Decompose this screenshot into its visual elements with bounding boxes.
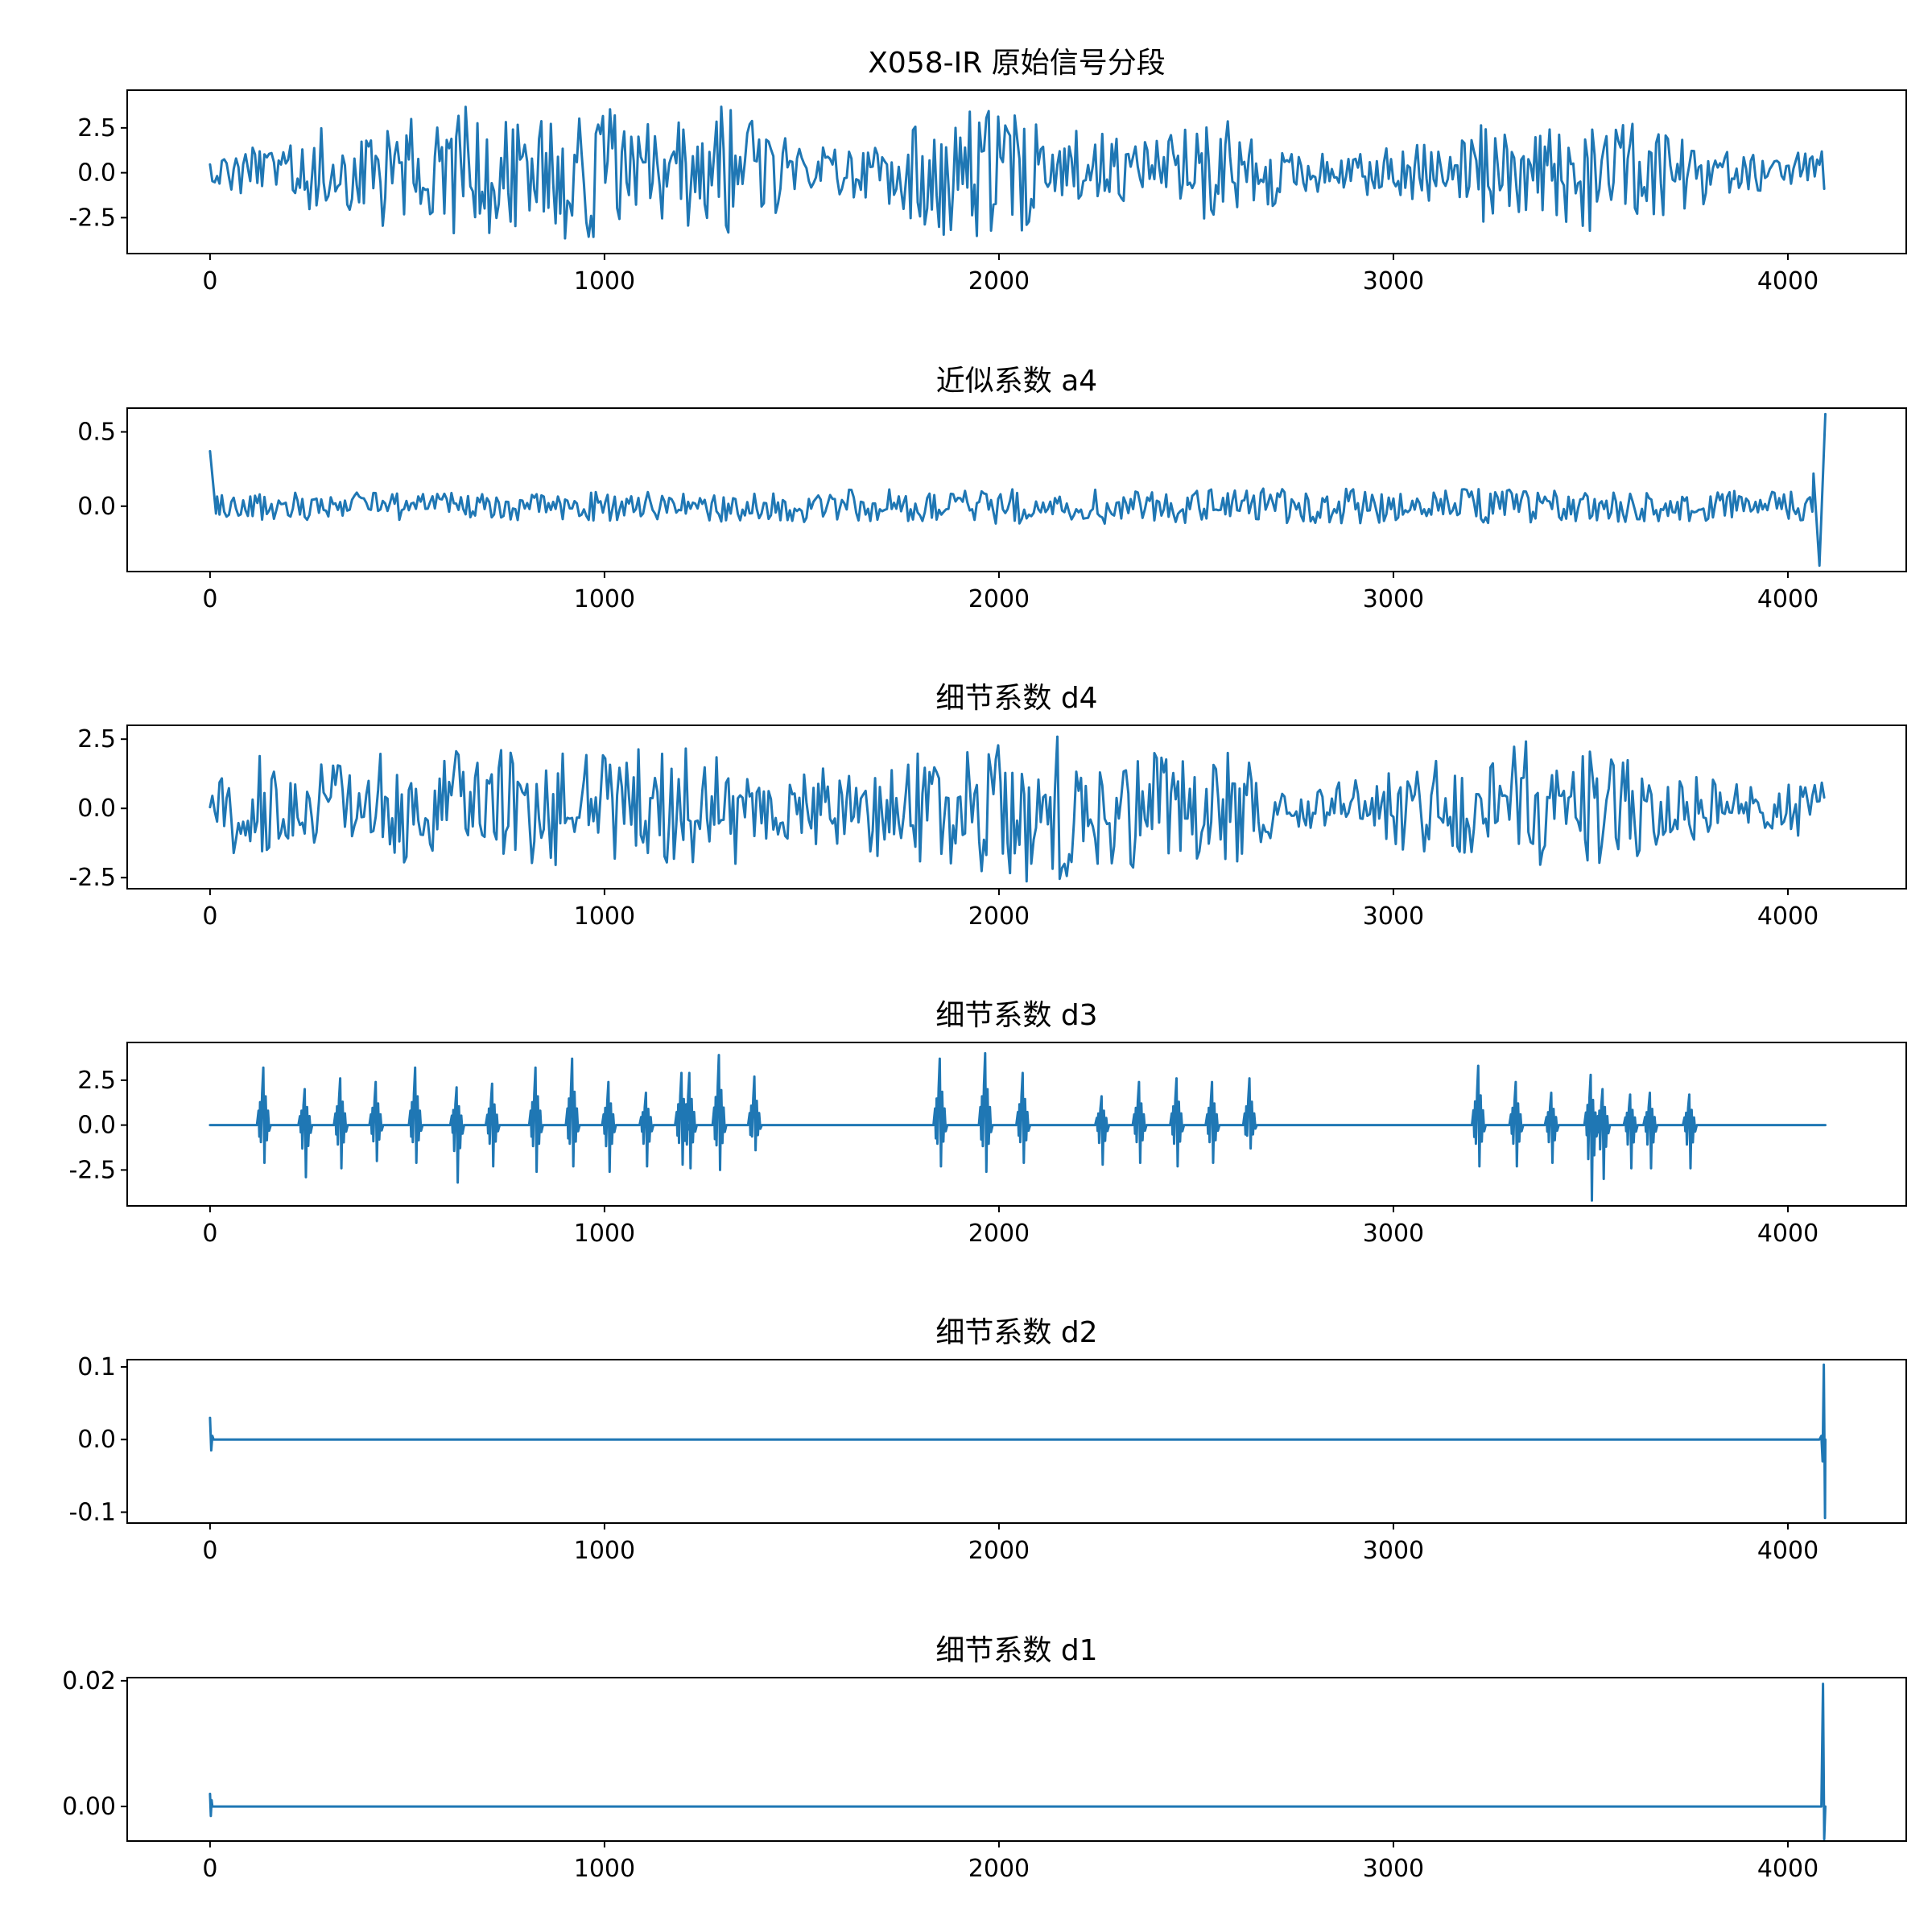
y-tick-label: 0.0 (77, 159, 116, 188)
subplot-title: X058-IR 原始信号分段 (868, 47, 1165, 80)
x-tick-label: 3000 (1363, 1537, 1424, 1565)
x-tick-label: 1000 (574, 1855, 635, 1883)
x-tick-label: 1000 (574, 267, 635, 295)
x-tick-label: 4000 (1757, 1220, 1818, 1248)
axes-frame (126, 407, 1907, 572)
subplot-1: X058-IR 原始信号分段 0 1000 2000 3000 4000 2.5 0.0 -2.… (68, 47, 1907, 295)
y-tick-label: -0.1 (68, 1498, 116, 1526)
series-line (208, 1051, 1827, 1202)
x-tick-label: 3000 (1363, 1855, 1424, 1883)
axes-frame (126, 1042, 1907, 1207)
subplot-title: 细节系数 d2 (935, 1316, 1097, 1349)
subplot-title: 近似系数 a4 (936, 365, 1097, 398)
subplot-4: 细节系数 d3 0 1000 2000 3000 4000 2.5 0.0 -2.5 (68, 999, 1907, 1248)
axes-frame (126, 724, 1907, 890)
x-tick-label: 1000 (574, 1220, 635, 1248)
subplot-5: 细节系数 d2 0 1000 2000 3000 4000 0.1 0.0 -0.1 (68, 1316, 1907, 1565)
x-tick-label: 3000 (1363, 1220, 1424, 1248)
subplot-title: 细节系数 d3 (935, 999, 1097, 1032)
axes-frame (126, 89, 1907, 254)
x-tick-label: 4000 (1757, 1537, 1818, 1565)
x-tick-label: 2000 (968, 585, 1030, 613)
x-tick-label: 1000 (574, 585, 635, 613)
y-tick-label: 0.02 (62, 1667, 116, 1695)
y-tick-label: 2.5 (77, 114, 116, 142)
x-tick-label: 3000 (1363, 585, 1424, 613)
y-tick-label: -2.5 (68, 204, 116, 232)
y-tick-label: -2.5 (68, 1156, 116, 1184)
x-tick-label: 2000 (968, 267, 1030, 295)
y-tick-label: -2.5 (68, 864, 116, 892)
y-tick-label: 0.0 (77, 795, 116, 823)
series-line (208, 1363, 1827, 1520)
y-tick-label: 0.00 (62, 1793, 116, 1821)
x-tick-label: 1000 (574, 1537, 635, 1565)
y-tick-label: 0.0 (77, 493, 116, 521)
axes-frame (126, 1677, 1907, 1842)
y-tick-label: 0.1 (77, 1353, 116, 1381)
series-line (208, 735, 1826, 883)
series-line (208, 1682, 1827, 1841)
subplot-6: 细节系数 d1 0 1000 2000 3000 4000 0.02 0.00 (62, 1634, 1907, 1883)
x-tick-label: 4000 (1757, 267, 1818, 295)
x-tick-label: 3000 (1363, 902, 1424, 931)
subplot-title: 细节系数 d4 (935, 682, 1097, 715)
subplot-title: 细节系数 d1 (935, 1634, 1097, 1667)
y-tick-label: 2.5 (77, 1067, 116, 1095)
subplot-2: 近似系数 a4 0 1000 2000 3000 4000 0.5 0.0 (77, 365, 1907, 613)
x-tick-label: 0 (202, 585, 217, 613)
series-line (208, 105, 1826, 240)
x-tick-label: 2000 (968, 1537, 1030, 1565)
y-tick-label: 0.0 (77, 1426, 116, 1454)
x-tick-label: 4000 (1757, 585, 1818, 613)
x-tick-label: 0 (202, 902, 217, 931)
x-tick-label: 0 (202, 1537, 217, 1565)
x-tick-label: 2000 (968, 1220, 1030, 1248)
x-tick-label: 1000 (574, 902, 635, 931)
axes-frame (126, 1359, 1907, 1524)
x-tick-label: 0 (202, 267, 217, 295)
x-tick-label: 2000 (968, 902, 1030, 931)
x-tick-label: 0 (202, 1220, 217, 1248)
subplot-3: 细节系数 d4 0 1000 2000 3000 4000 2.5 0.0 -2.5 (68, 682, 1907, 931)
series-line (208, 412, 1827, 568)
y-tick-label: 0.5 (77, 419, 116, 447)
x-tick-label: 3000 (1363, 267, 1424, 295)
y-tick-label: 0.0 (77, 1112, 116, 1140)
x-tick-label: 4000 (1757, 1855, 1818, 1883)
y-tick-label: 2.5 (77, 725, 116, 753)
x-tick-label: 0 (202, 1855, 217, 1883)
x-tick-label: 4000 (1757, 902, 1818, 931)
x-tick-label: 2000 (968, 1855, 1030, 1883)
